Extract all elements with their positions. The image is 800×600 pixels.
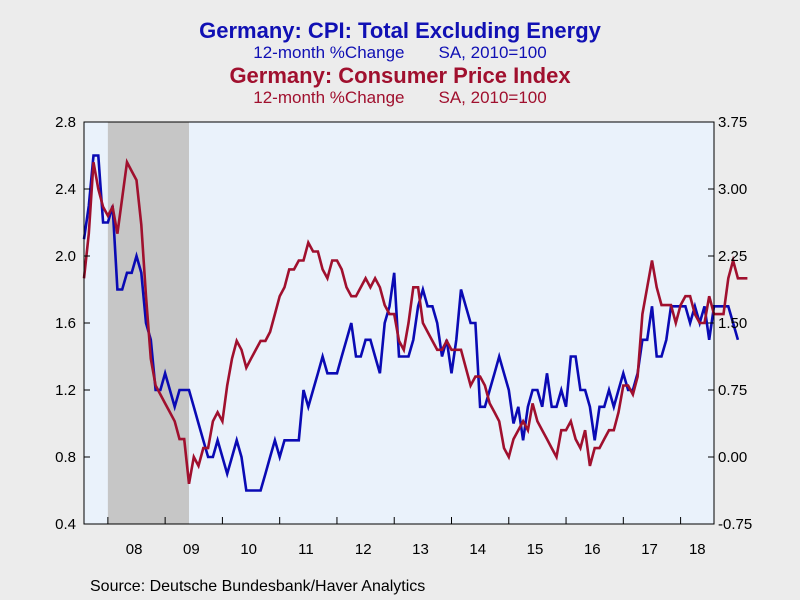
right-axis-tick-label: 2.25 bbox=[718, 248, 747, 265]
x-axis-tick-label: 14 bbox=[469, 541, 486, 558]
series2-title: Germany: Consumer Price Index bbox=[229, 63, 571, 88]
x-axis-tick-label: 09 bbox=[183, 541, 200, 558]
series1-subtitle-basis: SA, 2010=100 bbox=[438, 43, 547, 62]
series2-subtitle: 12-month %Change SA, 2010=100 bbox=[0, 88, 800, 107]
left-axis-tick-label: 0.8 bbox=[55, 449, 76, 466]
x-axis-tick-label: 16 bbox=[584, 541, 601, 558]
series2-subtitle-units: 12-month %Change bbox=[253, 88, 405, 107]
series-line-1 bbox=[82, 154, 740, 492]
left-axis-tick-label: 1.6 bbox=[55, 315, 76, 332]
right-axis-tick-label: 0.75 bbox=[718, 382, 747, 399]
right-axis-tick-label: 1.50 bbox=[718, 315, 747, 332]
series1-subtitle: 12-month %Change SA, 2010=100 bbox=[0, 43, 800, 62]
left-axis-tick-label: 2.0 bbox=[55, 248, 76, 265]
source-note: Source: Deutsche Bundesbank/Haver Analyt… bbox=[90, 578, 426, 595]
series1-title: Germany: CPI: Total Excluding Energy bbox=[199, 18, 601, 43]
left-axis-tick-label: 2.4 bbox=[55, 181, 76, 198]
x-axis-tick-label: 18 bbox=[689, 541, 706, 558]
series-line-2 bbox=[82, 158, 748, 485]
x-axis-tick-label: 15 bbox=[527, 541, 544, 558]
x-axis-tick-label: 13 bbox=[412, 541, 429, 558]
series2-title-block: Germany: Consumer Price Index 12-month %… bbox=[0, 63, 800, 108]
series1-subtitle-units: 12-month %Change bbox=[253, 43, 405, 62]
left-axis-tick-label: 2.8 bbox=[55, 114, 76, 131]
series1-title-block: Germany: CPI: Total Excluding Energy 12-… bbox=[0, 18, 800, 63]
x-axis-tick-label: 08 bbox=[126, 541, 143, 558]
left-axis-tick-label: 0.4 bbox=[55, 516, 76, 533]
right-axis-tick-label: 3.00 bbox=[718, 181, 747, 198]
x-axis-tick-label: 12 bbox=[355, 541, 372, 558]
right-axis-tick-label: 3.75 bbox=[718, 114, 747, 131]
x-axis-tick-label: 10 bbox=[240, 541, 257, 558]
series2-subtitle-basis: SA, 2010=100 bbox=[438, 88, 547, 107]
x-axis-tick-label: 11 bbox=[298, 541, 314, 558]
x-axis-tick-label: 17 bbox=[641, 541, 658, 558]
right-axis-tick-label: -0.75 bbox=[718, 516, 752, 533]
left-axis-tick-label: 1.2 bbox=[55, 382, 76, 399]
right-axis-tick-label: 0.00 bbox=[718, 449, 747, 466]
